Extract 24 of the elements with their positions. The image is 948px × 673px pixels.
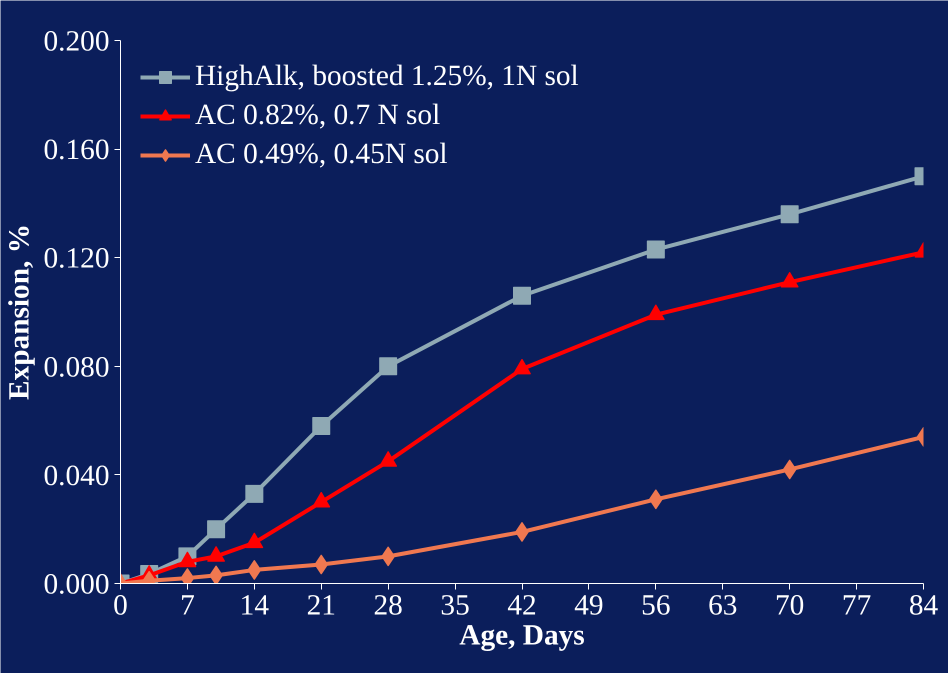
y-tick-label: 0.080 [44, 351, 110, 384]
x-tick-label: 84 [908, 590, 938, 622]
x-tick-label: 0 [113, 590, 128, 622]
x-tick-label: 7 [180, 590, 195, 622]
y-tick-label: 0.000 [44, 568, 110, 600]
y-tick-label: 0.200 [44, 26, 110, 58]
x-axis-title: Age, Days [459, 620, 585, 652]
y-tick-label: 0.160 [44, 134, 110, 166]
x-tick-label: 42 [507, 590, 537, 622]
x-tick-label: 21 [306, 590, 336, 622]
y-axis-title: Expansion, % [4, 224, 36, 400]
x-tick-label: 35 [440, 590, 470, 622]
legend-label: HighAlk, boosted 1.25%, 1N sol [195, 60, 579, 93]
x-tick-label: 28 [374, 590, 403, 622]
y-tick-label: 0.040 [44, 460, 110, 492]
x-tick-label: 49 [574, 590, 604, 622]
x-tick-label: 77 [842, 590, 872, 622]
x-tick-label: 70 [775, 590, 804, 622]
x-tick-label: 14 [240, 590, 270, 622]
y-tick-label: 0.120 [44, 242, 110, 275]
legend-label: AC 0.82%, 0.7 N sol [195, 99, 440, 132]
x-tick-label: 63 [708, 590, 738, 622]
x-tick-label: 56 [641, 590, 670, 622]
legend-label: AC 0.49%, 0.45N sol [195, 138, 448, 171]
